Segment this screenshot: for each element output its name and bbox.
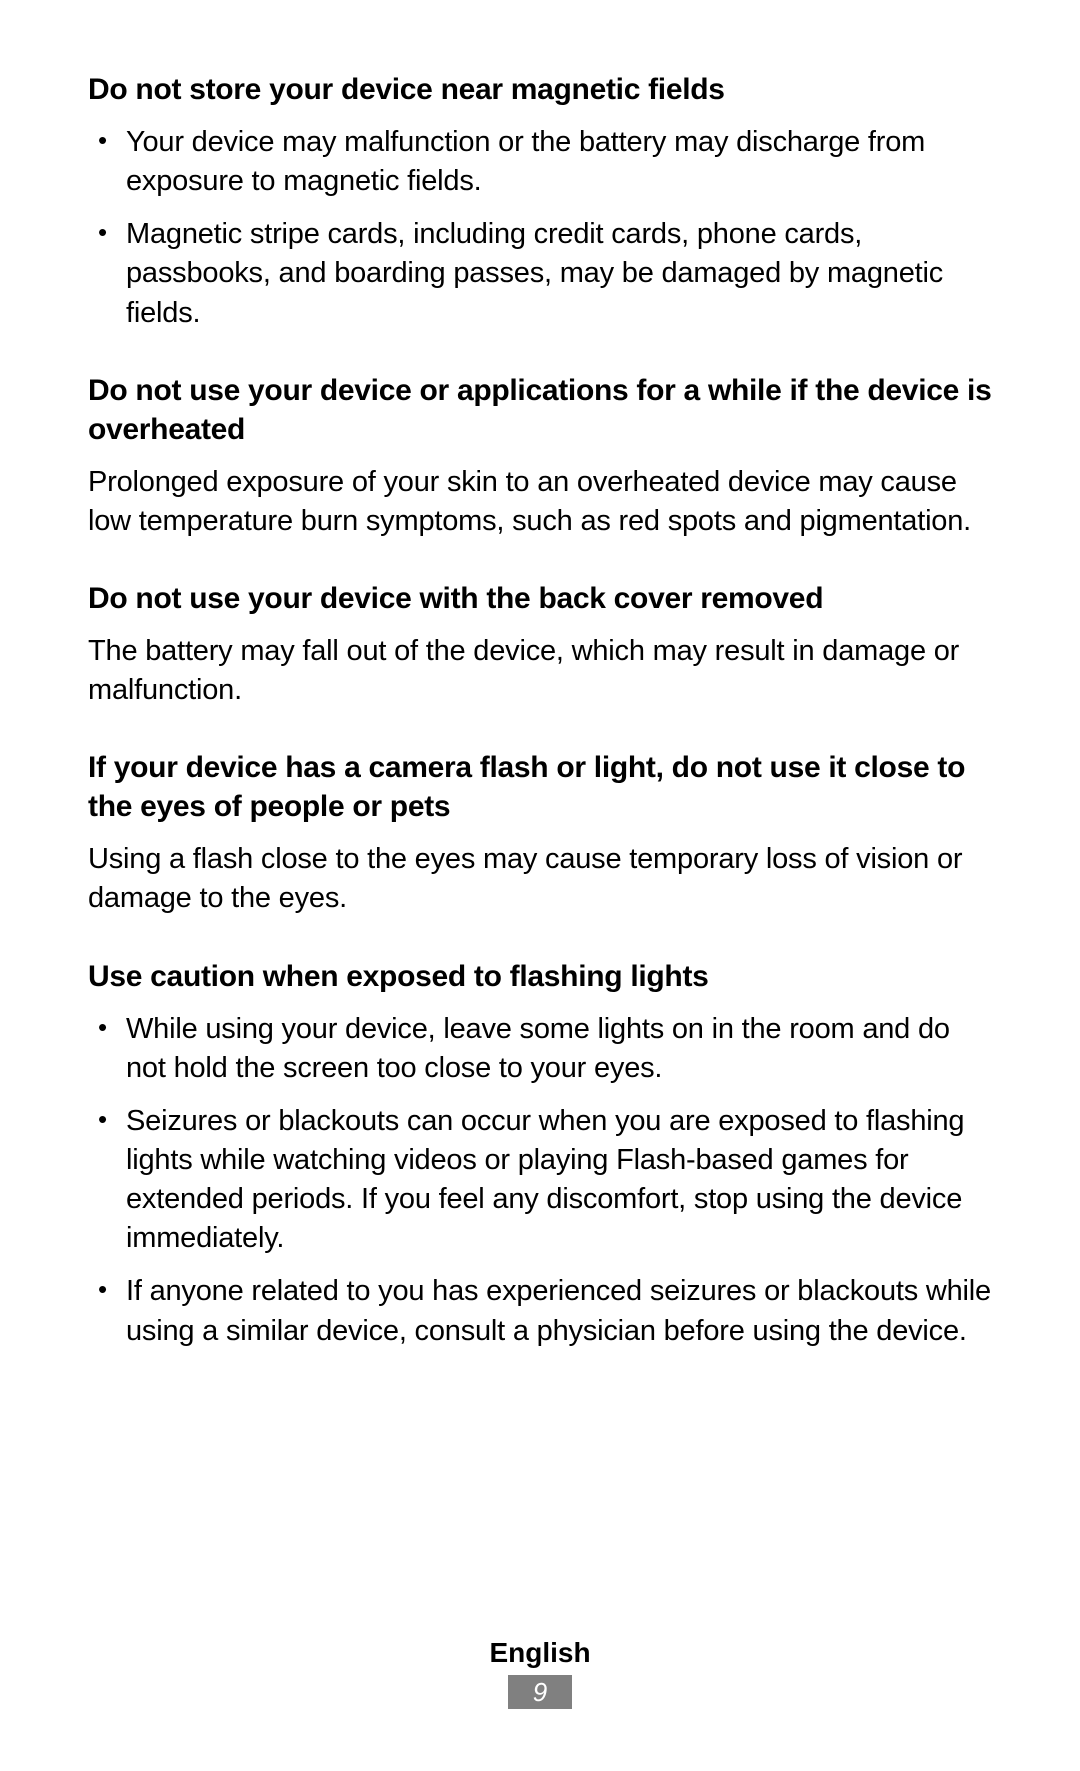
section-camera-flash: If your device has a camera flash or lig… [88,748,992,918]
section-heading: Do not use your device with the back cov… [88,579,992,618]
page-footer: English 9 [0,1637,1080,1709]
list-item: If anyone related to you has experienced… [88,1272,992,1350]
section-paragraph: Using a flash close to the eyes may caus… [88,840,992,918]
section-heading: Use caution when exposed to flashing lig… [88,957,992,996]
section-paragraph: The battery may fall out of the device, … [88,632,992,710]
section-back-cover: Do not use your device with the back cov… [88,579,992,710]
section-heading: If your device has a camera flash or lig… [88,748,992,826]
section-overheated: Do not use your device or applications f… [88,371,992,541]
list-item: Seizures or blackouts can occur when you… [88,1102,992,1259]
list-item: While using your device, leave some ligh… [88,1010,992,1088]
footer-language: English [0,1637,1080,1669]
list-item: Your device may malfunction or the batte… [88,123,992,201]
section-heading: Do not use your device or applications f… [88,371,992,449]
section-paragraph: Prolonged exposure of your skin to an ov… [88,463,992,541]
bullet-list: While using your device, leave some ligh… [88,1010,992,1351]
list-item: Magnetic stripe cards, including credit … [88,215,992,332]
page-content: Do not store your device near magnetic f… [0,0,1080,1351]
bullet-list: Your device may malfunction or the batte… [88,123,992,333]
section-flashing-lights: Use caution when exposed to flashing lig… [88,957,992,1351]
footer-page-number: 9 [508,1675,572,1709]
section-magnetic-fields: Do not store your device near magnetic f… [88,70,992,333]
section-heading: Do not store your device near magnetic f… [88,70,992,109]
